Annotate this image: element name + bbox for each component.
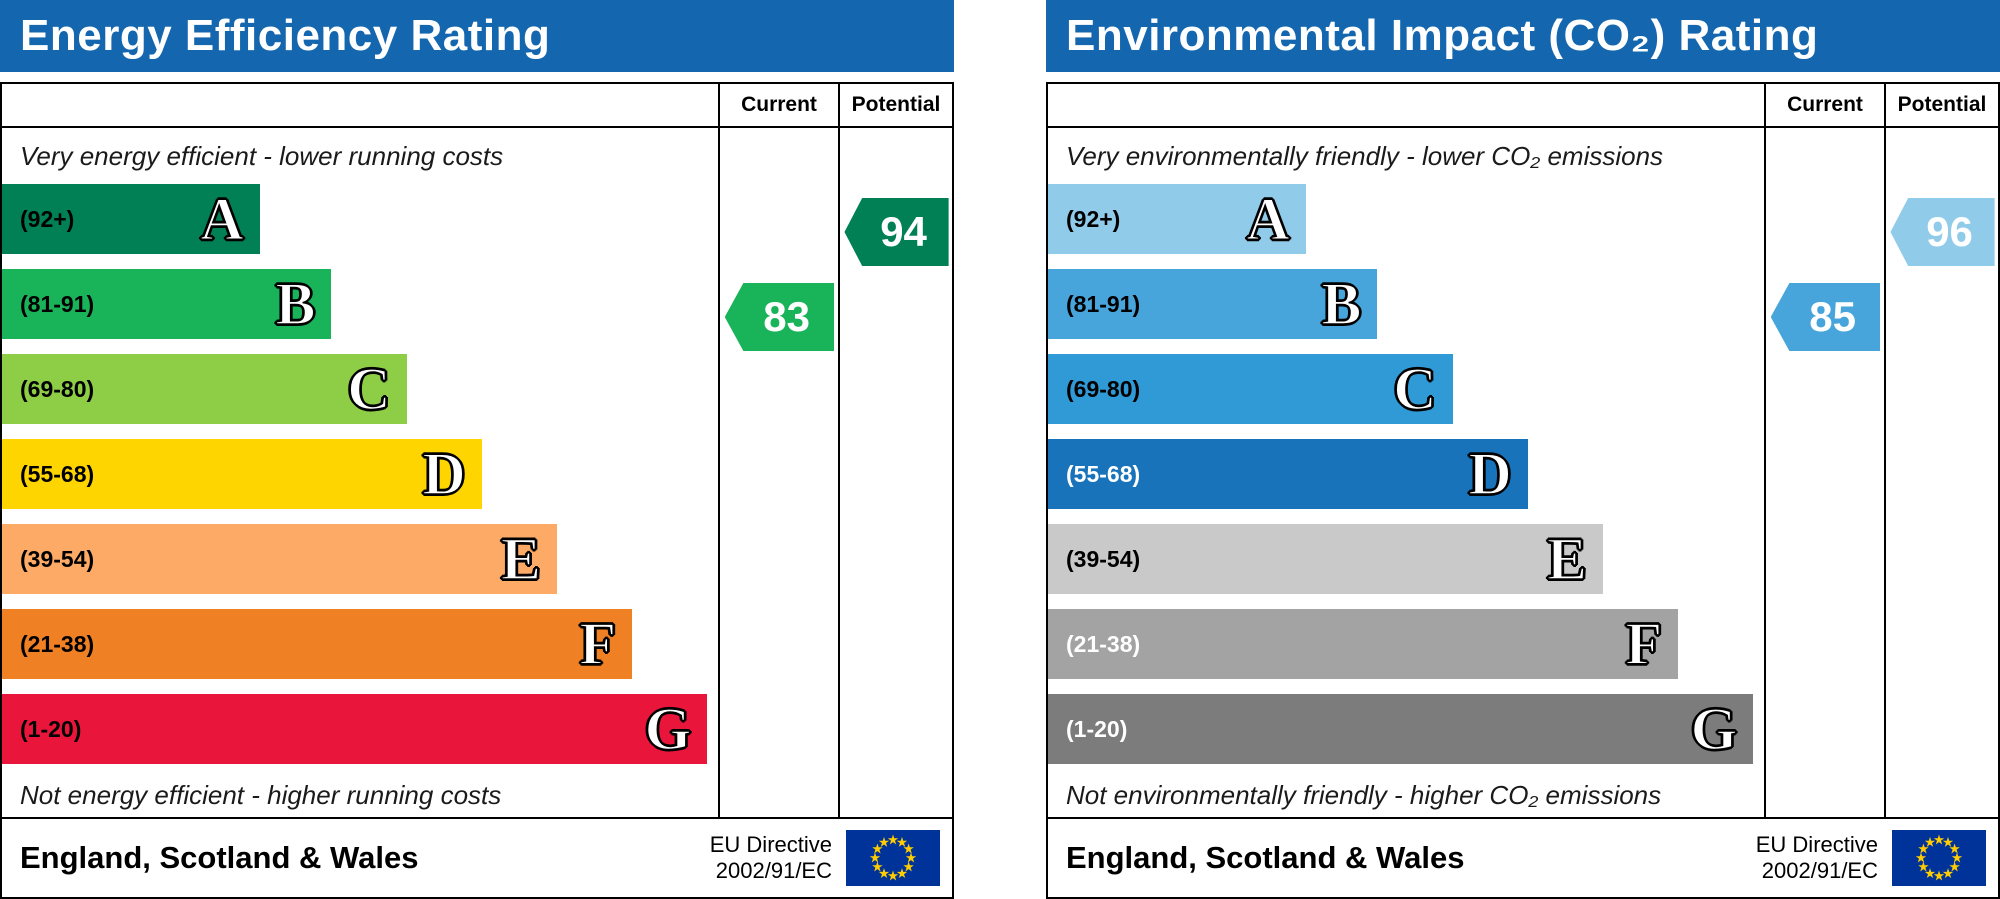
band-range-label: (92+) [20, 205, 75, 232]
band-letter: E [1546, 526, 1588, 592]
band-row-c: (69-80) C [1048, 354, 1764, 424]
band-row-f: (21-38) F [1048, 609, 1764, 679]
eu-directive-line2: 2002/91/EC [715, 858, 832, 883]
band-letter: D [422, 441, 467, 507]
potential-rating-pointer: 94 [844, 198, 949, 266]
footer-region: England, Scotland & Wales [20, 840, 419, 875]
band-bar-d: (55-68) D [2, 439, 482, 509]
band-bar-d: (55-68) D [1048, 439, 1528, 509]
band-letter: C [1392, 356, 1437, 422]
header-spacer [1048, 84, 1764, 128]
band-range-label: (55-68) [20, 460, 95, 487]
band-row-b: (81-91) B [1048, 269, 1764, 339]
column-header-current: Current [718, 84, 838, 128]
chart-title: Energy Efficiency Rating [20, 11, 551, 60]
band-bar-f: (21-38) F [2, 609, 633, 679]
band-range-label: (21-38) [1066, 630, 1141, 657]
band-range-label: (92+) [1066, 205, 1121, 232]
eu-flag-icon [1892, 830, 1986, 886]
band-row-b: (81-91) B [2, 269, 718, 339]
band-range-label: (81-91) [20, 290, 95, 317]
current-column: 85 [1764, 128, 1884, 817]
band-row-f: (21-38) F [2, 609, 718, 679]
band-bar-f: (21-38) F [1048, 609, 1679, 679]
band-bar-g: (1-20) G [2, 694, 708, 764]
energy-title-bar: Energy Efficiency Rating [0, 0, 954, 72]
footer-region: England, Scotland & Wales [1066, 840, 1465, 875]
column-header-potential: Potential [1884, 84, 1998, 128]
bottom-note: Not energy efficient - higher running co… [20, 779, 502, 810]
band-range-label: (39-54) [20, 545, 95, 572]
band-bar-e: (39-54) E [1048, 524, 1603, 594]
rating-table: Current Potential Very energy efficient … [0, 82, 954, 899]
band-range-label: (55-68) [1066, 460, 1141, 487]
band-letter: A [1246, 186, 1291, 252]
band-row-a: (92+) A [1048, 184, 1764, 254]
band-bar-b: (81-91) B [1048, 269, 1378, 339]
band-bar-b: (81-91) B [2, 269, 332, 339]
band-letter: G [644, 696, 692, 762]
bands-ladder: (92+) A (81-91) B (69-80) C (55-68) D (39-54) E (2… [1048, 184, 1764, 764]
band-row-g: (1-20) G [2, 694, 718, 764]
band-range-label: (1-20) [20, 715, 82, 742]
band-row-d: (55-68) D [1048, 439, 1764, 509]
band-row-d: (55-68) D [2, 439, 718, 509]
band-letter: E [500, 526, 542, 592]
band-bar-g: (1-20) G [1048, 694, 1754, 764]
current-rating-pointer: 85 [1770, 283, 1881, 351]
top-note: Very environmentally friendly - lower CO… [1066, 140, 1664, 171]
band-row-e: (39-54) E [1048, 524, 1764, 594]
column-header-potential: Potential [838, 84, 952, 128]
bottom-note: Not environmentally friendly - higher CO… [1066, 779, 1662, 810]
band-bar-e: (39-54) E [2, 524, 557, 594]
header-spacer [2, 84, 718, 128]
band-letter: G [1690, 696, 1738, 762]
eu-directive: EU Directive 2002/91/EC [710, 832, 832, 885]
band-range-label: (69-80) [1066, 375, 1141, 402]
current-rating-pointer: 83 [724, 283, 835, 351]
chart-title: Environmental Impact (CO₂) Rating [1066, 11, 1819, 60]
potential-column: 96 [1884, 128, 1998, 817]
band-letter: F [579, 611, 617, 677]
column-header-current: Current [1764, 84, 1884, 128]
band-row-g: (1-20) G [1048, 694, 1764, 764]
table-footer: England, Scotland & Wales EU Directive 2… [1048, 817, 1998, 897]
band-range-label: (69-80) [20, 375, 95, 402]
energy-efficiency-chart: Energy Efficiency Rating Current Potenti… [0, 0, 954, 899]
band-area: Very environmentally friendly - lower CO… [1048, 128, 1764, 817]
eu-directive: EU Directive 2002/91/EC [1756, 832, 1878, 885]
band-range-label: (21-38) [20, 630, 95, 657]
eu-flag-icon [846, 830, 940, 886]
band-range-label: (39-54) [1066, 545, 1141, 572]
band-letter: A [200, 186, 245, 252]
band-bar-c: (69-80) C [2, 354, 407, 424]
band-row-c: (69-80) C [2, 354, 718, 424]
current-column: 83 [718, 128, 838, 817]
potential-column: 94 [838, 128, 952, 817]
table-footer: England, Scotland & Wales EU Directive 2… [2, 817, 952, 897]
band-letter: C [346, 356, 391, 422]
band-area: Very energy efficient - lower running co… [2, 128, 718, 817]
band-letter: D [1468, 441, 1513, 507]
environmental-impact-chart: Environmental Impact (CO₂) Rating Curren… [1046, 0, 2000, 899]
band-range-label: (1-20) [1066, 715, 1128, 742]
band-bar-a: (92+) A [2, 184, 260, 254]
band-letter: B [1321, 271, 1363, 337]
eu-directive-line1: EU Directive [709, 831, 832, 857]
band-bar-a: (92+) A [1048, 184, 1306, 254]
bands-ladder: (92+) A (81-91) B (69-80) C (55-68) D (39-54) E (2… [2, 184, 718, 764]
band-letter: F [1625, 611, 1663, 677]
band-bar-c: (69-80) C [1048, 354, 1453, 424]
rating-table: Current Potential Very environmentally f… [1046, 82, 2000, 899]
eu-directive-line1: EU Directive [1755, 831, 1878, 857]
potential-rating-pointer: 96 [1890, 198, 1995, 266]
band-letter: B [275, 271, 317, 337]
eu-directive-line2: 2002/91/EC [1761, 858, 1878, 883]
environmental-title-bar: Environmental Impact (CO₂) Rating [1046, 0, 2000, 72]
top-note: Very energy efficient - lower running co… [20, 140, 504, 171]
band-range-label: (81-91) [1066, 290, 1141, 317]
band-row-e: (39-54) E [2, 524, 718, 594]
band-row-a: (92+) A [2, 184, 718, 254]
